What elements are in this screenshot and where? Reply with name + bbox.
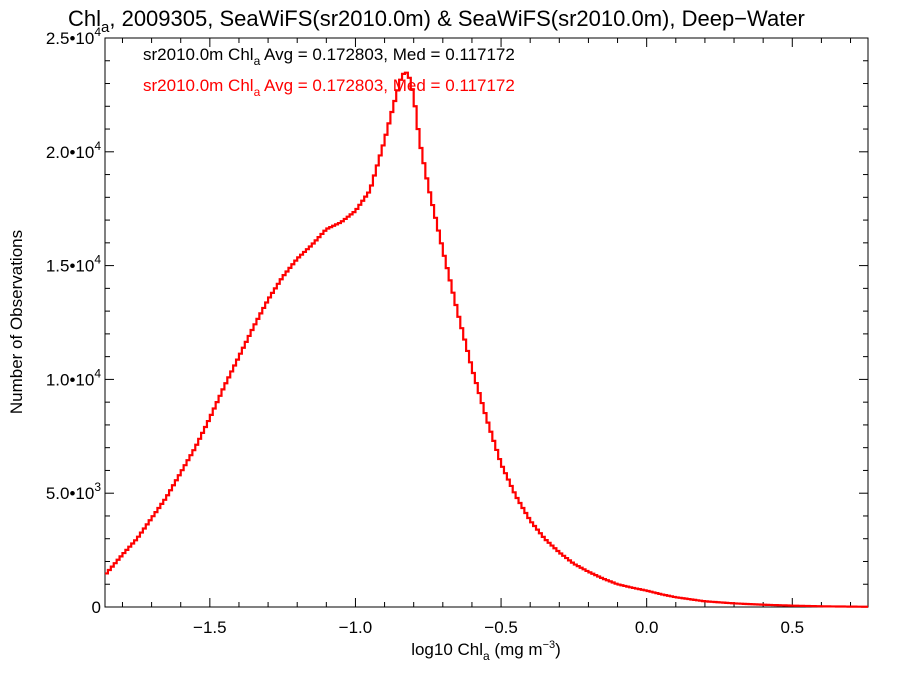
y-tick-exponent: 4: [94, 366, 101, 380]
stats-line-black: sr2010.0m Chla Avg = 0.172803, Med = 0.1…: [143, 45, 515, 68]
y-tick-exponent: 3: [94, 480, 101, 494]
stats-black-subscript: a: [254, 54, 261, 68]
stats-line-red: sr2010.0m Chla Avg = 0.172803, Med = 0.1…: [143, 76, 515, 99]
y-tick-base: 2.5•10: [46, 29, 95, 48]
chart-title: Chla, 2009305, SeaWiFS(sr2010.0m) & SeaW…: [68, 6, 805, 36]
xlabel-superscript: −3: [543, 639, 556, 651]
y-tick-exponent: 4: [94, 253, 101, 267]
xlabel-subscript: a: [483, 649, 490, 663]
y-tick-exponent: 4: [94, 25, 101, 39]
stats-red-prefix: sr2010.0m Chl: [143, 76, 254, 95]
y-tick-label: 2.0•104: [46, 139, 102, 162]
xlabel-end: ): [555, 640, 561, 659]
x-axis-title: log10 Chla (mg m−3): [411, 639, 561, 663]
title-prefix: Chl: [68, 6, 101, 31]
x-tick-label: −1.5: [193, 618, 227, 637]
y-tick-base: 5.0•10: [46, 484, 95, 503]
stats-red-subscript: a: [254, 85, 261, 99]
series-line-0: [105, 71, 868, 608]
y-tick-exponent: 4: [94, 139, 101, 153]
xlabel-prefix: log10 Chl: [411, 640, 483, 659]
y-tick-base: 2.0•10: [46, 143, 95, 162]
xlabel-rest: (mg m: [490, 640, 543, 659]
y-tick-label: 2.5•104: [46, 25, 102, 48]
x-axis-ticks: −1.5 −1.0 −0.5 0.0 0.5: [121, 38, 852, 637]
x-tick-label: 0.0: [635, 618, 659, 637]
y-tick-label: 0: [92, 598, 101, 617]
stats-black-rest: Avg = 0.172803, Med = 0.117172: [260, 45, 515, 64]
x-tick-label: 0.5: [780, 618, 804, 637]
title-subscript: a: [101, 19, 110, 36]
series-layer: [105, 71, 868, 608]
y-tick-base: 1.0•10: [46, 370, 95, 389]
x-tick-label: −0.5: [484, 618, 518, 637]
x-tick-label: −1.0: [339, 618, 373, 637]
y-tick-base: 0: [92, 598, 101, 617]
y-tick-label: 1.0•104: [46, 366, 102, 389]
y-axis-title: Number of Observations: [7, 230, 26, 414]
y-tick-base: 1.5•10: [46, 257, 95, 276]
title-rest: , 2009305, SeaWiFS(sr2010.0m) & SeaWiFS(…: [109, 6, 805, 31]
y-tick-label: 5.0•103: [46, 480, 102, 503]
stats-red-rest: Avg = 0.172803, Med = 0.117172: [260, 76, 515, 95]
stats-black-prefix: sr2010.0m Chl: [143, 45, 254, 64]
y-tick-label: 1.5•104: [46, 253, 102, 276]
plot-frame: [104, 37, 869, 608]
